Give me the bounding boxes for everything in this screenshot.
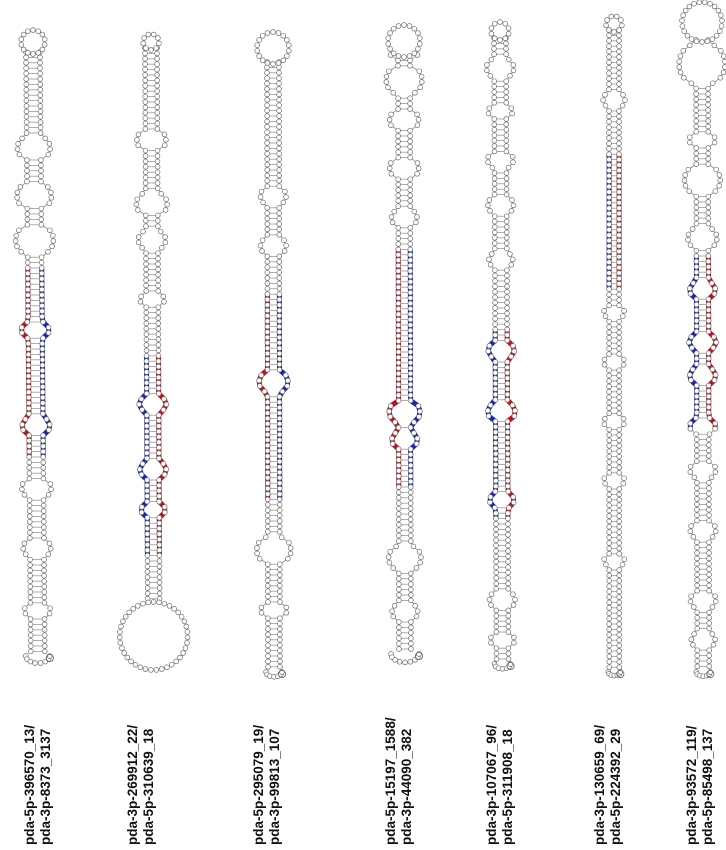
terminal-loop: [401, 54, 407, 60]
end-marker: [277, 669, 287, 679]
structure-label-1: pda-5p-396570_13/ pda-3p-8373_3137: [22, 725, 54, 845]
hairpin-4: [383, 22, 425, 666]
structure-label-7-line1: pda-3p-93572_119/: [684, 725, 699, 845]
structure-label-1-line1: pda-5p-396570_13/: [22, 724, 37, 845]
structure-label-7: pda-3p-93572_119/ pda-5p-85498_137: [684, 726, 716, 845]
hairpin-6: [600, 13, 628, 679]
end-marker: [45, 653, 54, 663]
nucleotides: [383, 52, 425, 652]
structure-label-3-line1: pda-5p-295079_19/: [251, 724, 266, 845]
nucleotides: [600, 27, 628, 670]
structure-label-6-line1: pda-3p-130659_69/: [592, 724, 607, 845]
terminal-loop: [270, 61, 276, 67]
hairpin-2: [116, 31, 191, 673]
structure-label-2-line1: pda-3p-269912_22/: [125, 724, 140, 845]
hairpin-5: [484, 19, 518, 672]
nucleotides: [133, 45, 170, 602]
structure-label-4: pda-5p-15197_1588/ pda-3p-44090_382: [383, 717, 415, 845]
structure-label-6: pda-3p-130659_69/ pda-5p-224392_29: [592, 725, 624, 845]
terminal-loop: [30, 51, 36, 57]
end-marker: [706, 669, 715, 679]
structure-label-3: pda-5p-295079_19/ pda-3p-99813_107: [251, 725, 283, 845]
hairpin-7: [676, 0, 726, 679]
structure-label-7-line2: pda-5p-85498_137: [700, 728, 715, 845]
structure-label-4-line1: pda-5p-15197_1588/: [383, 717, 398, 845]
nucleotides: [484, 35, 518, 662]
nucleotides: [12, 49, 57, 655]
terminal-loop: [699, 39, 705, 45]
nucleotides: [676, 37, 726, 670]
structure-label-2-line2: pda-5p-310639_18: [141, 728, 156, 845]
hairpin-3: [254, 29, 294, 680]
structure-label-4-line2: pda-3p-44090_382: [399, 728, 414, 845]
end-marker: [506, 661, 515, 671]
terminal-loop: [148, 47, 154, 53]
nucleotides: [254, 59, 294, 670]
end-marker: [616, 669, 625, 679]
end-marker: [414, 651, 424, 661]
structure-label-1-line2: pda-3p-8373_3137: [38, 728, 53, 845]
hairpin-1: [12, 27, 57, 666]
structure-label-3-line2: pda-3p-99813_107: [267, 728, 282, 845]
structure-label-5-line2: pda-5p-311908_18: [500, 729, 515, 845]
terminal-loop: [497, 37, 503, 43]
structure-label-5-line1: pda-3p-107067_96/: [484, 724, 499, 845]
structure-label-6-line2: pda-5p-224392_29: [608, 728, 623, 845]
structure-label-5: pda-3p-107067_96/ pda-5p-311908_18: [484, 725, 516, 845]
structure-label-2: pda-3p-269912_22/ pda-5p-310639_18: [125, 725, 157, 845]
terminal-loop: [611, 29, 617, 35]
